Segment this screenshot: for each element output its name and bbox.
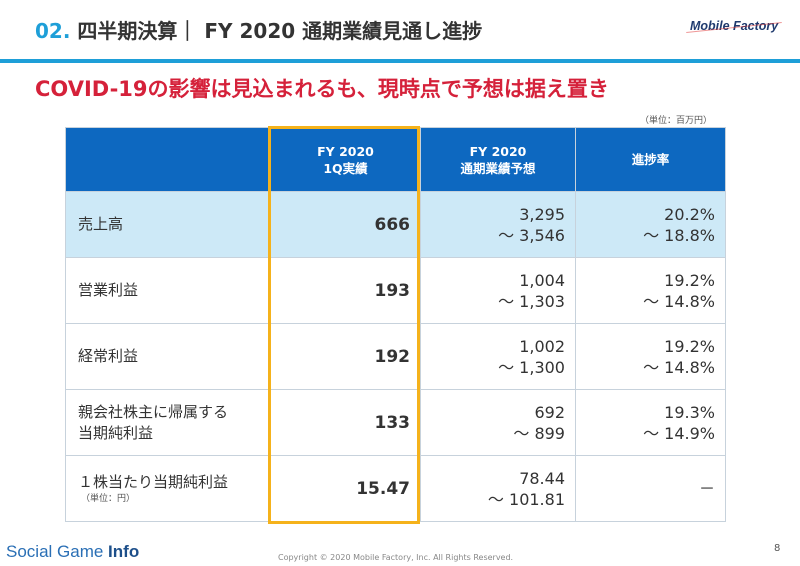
table-row-operating-income: 営業利益 193 1,004 ～ 1,303 19.2% ～ 14.8% (65, 257, 726, 324)
actual-value: 192 (270, 323, 421, 390)
progress-rate: － (575, 455, 726, 522)
header-forecast: FY 2020 通期業績予想 (420, 127, 576, 192)
forecast-range: 1,002 ～ 1,300 (420, 323, 576, 390)
row-label-unit: （単位：円） (81, 493, 136, 504)
page-number: 8 (774, 543, 781, 554)
table-row-ordinary-income: 経常利益 192 1,002 ～ 1,300 19.2% ～ 14.8% (65, 323, 726, 390)
table-row-eps: １株当たり当期純利益 （単位：円） 15.47 78.44 ～ 101.81 － (65, 455, 726, 522)
row-label: １株当たり当期純利益 （単位：円） (65, 455, 271, 522)
row-label: 経常利益 (65, 323, 271, 390)
actual-value: 666 (270, 191, 421, 258)
forecast-range: 692 ～ 899 (420, 389, 576, 456)
title-divider: ｜ (177, 19, 198, 43)
copyright-text: Copyright © 2020 Mobile Factory, Inc. Al… (278, 553, 514, 562)
actual-value: 15.47 (270, 455, 421, 522)
progress-rate: 20.2% ～ 18.8% (575, 191, 726, 258)
actual-value: 193 (270, 257, 421, 324)
table-header-row: FY 2020 1Q実績 FY 2020 通期業績予想 進捗率 (65, 127, 726, 192)
row-label: 親会社株主に帰属する 当期純利益 (65, 389, 271, 456)
results-table: FY 2020 1Q実績 FY 2020 通期業績予想 進捗率 売上高 666 … (65, 127, 726, 522)
forecast-range: 3,295 ～ 3,546 (420, 191, 576, 258)
forecast-range: 78.44 ～ 101.81 (420, 455, 576, 522)
source-watermark: Social Game Info (6, 542, 140, 561)
unit-note: （単位：百万円） (640, 116, 713, 126)
actual-value: 133 (270, 389, 421, 456)
progress-rate: 19.2% ～ 14.8% (575, 257, 726, 324)
table-row-net-sales: 売上高 666 3,295 ～ 3,546 20.2% ～ 18.8% (65, 191, 726, 258)
section-name: 四半期決算 (77, 19, 178, 43)
progress-rate: 19.3% ～ 14.9% (575, 389, 726, 456)
progress-rate: 19.2% ～ 14.8% (575, 323, 726, 390)
header-progress-rate: 進捗率 (575, 127, 726, 192)
company-logo: Mobile Factory (690, 19, 779, 33)
headline: COVID-19の影響は見込まれるも、現時点で予想は据え置き (35, 77, 609, 101)
slide-header: 02. 四半期決算｜ FY 2020 通期業績見通し進捗 Mobile Fact… (0, 0, 800, 63)
header-1q-actual: FY 2020 1Q実績 (270, 127, 421, 192)
row-label: 売上高 (65, 191, 271, 258)
slide-title: 02. 四半期決算｜ FY 2020 通期業績見通し進捗 (35, 15, 482, 44)
title-text: FY 2020 通期業績見通し進捗 (204, 19, 483, 43)
header-label-cell (65, 127, 271, 192)
section-number: 02. (35, 19, 71, 43)
table-row-net-income: 親会社株主に帰属する 当期純利益 133 692 ～ 899 19.3% ～ 1… (65, 389, 726, 456)
header-rule (0, 59, 800, 63)
row-label: 営業利益 (65, 257, 271, 324)
forecast-range: 1,004 ～ 1,303 (420, 257, 576, 324)
